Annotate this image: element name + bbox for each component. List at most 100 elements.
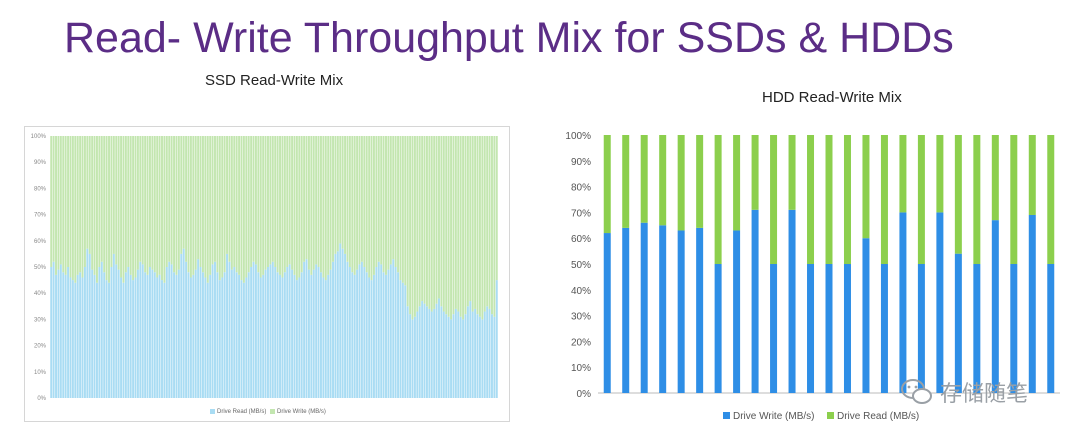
hdd-read-bar <box>991 135 999 221</box>
ssd-read-bar <box>476 314 479 398</box>
ssd-write-bar <box>52 136 55 262</box>
ssd-read-bar <box>288 264 291 398</box>
ssd-read-bar <box>274 267 277 398</box>
ssd-write-bar <box>247 136 250 273</box>
hdd-read-bar <box>714 135 722 264</box>
ssd-write-bar <box>491 136 493 315</box>
ssd-write-bar <box>156 136 159 278</box>
ssd-read-bar <box>392 259 395 398</box>
hdd-write-bar <box>622 227 630 393</box>
ssd-write-bar <box>211 136 214 265</box>
ssd-write-bar <box>216 136 219 273</box>
ssd-write-bar <box>250 136 253 267</box>
ssd-read-bar <box>96 282 98 398</box>
ssd-write-bar <box>257 136 260 273</box>
ssd-write-bar <box>259 136 262 278</box>
ssd-read-bar <box>401 282 404 398</box>
hdd-write-bar <box>751 209 759 393</box>
ssd-write-bar <box>413 136 416 317</box>
ssd-write-bar <box>187 136 190 273</box>
ssd-read-bar <box>298 277 301 398</box>
ssd-write-bar <box>450 136 452 320</box>
ssd-write-bar <box>488 136 491 309</box>
ssd-chart: 0% 10% 20% 30% 40% 50% 60% 70% 80% 90% 100% Drive R… <box>24 126 510 422</box>
ssd-read-bar <box>223 272 226 398</box>
ssd-read-bar <box>305 259 308 398</box>
ssd-write-bar <box>392 136 395 260</box>
ssd-read-bar <box>262 274 265 398</box>
ssd-write-bar <box>385 136 387 275</box>
ssd-read-bar <box>462 319 465 398</box>
ssd-read-bar <box>312 269 315 398</box>
hdd-read-bar <box>917 135 925 264</box>
ssd-read-bar <box>146 274 149 398</box>
ssd-write-bar <box>387 136 390 270</box>
ssd-read-bar <box>310 274 313 398</box>
ssd-read-bar <box>303 261 306 398</box>
ssd-write-bar <box>180 136 183 254</box>
ssd-read-bar <box>375 267 378 398</box>
ssd-write-bar <box>445 136 448 315</box>
ssd-read-bar <box>286 267 289 398</box>
ssd-write-bar <box>483 136 486 312</box>
hdd-write-bar <box>843 264 851 393</box>
ssd-write-bar <box>382 136 385 273</box>
hdd-read-bar <box>659 135 667 226</box>
ssd-read-bar <box>293 274 296 398</box>
hdd-write-bar <box>1010 264 1018 393</box>
hdd-write-bar <box>1028 214 1036 393</box>
watermark: 存储随笔 <box>900 376 1028 408</box>
ssd-write-bar <box>209 136 212 275</box>
ssd-write-bar <box>139 136 142 262</box>
hdd-read-bar <box>862 135 870 239</box>
ssd-legend-write-label: Drive Write (MB/s) <box>277 409 326 415</box>
ssd-write-bar <box>440 136 443 307</box>
ssd-write-bar <box>57 136 60 270</box>
ssd-read-bar <box>399 280 402 398</box>
ssd-write-bar <box>283 136 286 273</box>
hdd-write-bar <box>973 264 981 393</box>
ssd-read-bar <box>317 267 320 398</box>
ssd-read-bar <box>370 280 373 398</box>
ssd-write-bar <box>464 136 467 315</box>
ssd-legend-read-swatch <box>210 409 215 414</box>
ssd-write-bar <box>264 136 267 270</box>
ssd-write-bar <box>300 136 303 273</box>
ssd-write-bar <box>329 136 332 270</box>
ssd-read-bar <box>452 314 455 398</box>
ssd-read-bar <box>127 267 130 398</box>
ssd-read-bar <box>235 272 238 398</box>
ssd-read-bar <box>380 264 383 398</box>
hdd-write-bar <box>696 227 704 393</box>
ssd-write-bar <box>462 136 465 320</box>
ssd-write-bar <box>71 136 74 281</box>
ssd-write-bar <box>286 136 289 267</box>
ssd-write-bar <box>204 136 207 278</box>
ssd-write-bar <box>233 136 236 267</box>
ssd-write-bar <box>358 136 361 265</box>
ssd-read-bar <box>238 274 241 398</box>
hdd-y-tick-label: 100% <box>565 131 591 142</box>
page-title: Read- Write Throughput Mix for SSDs & HD… <box>64 14 954 62</box>
ssd-write-bar <box>315 136 318 265</box>
ssd-read-bar <box>132 280 135 398</box>
ssd-write-bar <box>454 136 457 309</box>
ssd-write-bar <box>105 136 108 281</box>
ssd-read-bar <box>79 272 82 398</box>
hdd-y-tick-label: 40% <box>571 286 591 297</box>
ssd-write-bar <box>481 136 484 320</box>
ssd-read-bar <box>194 269 197 398</box>
ssd-read-bar <box>67 267 70 398</box>
ssd-write-bar <box>274 136 277 267</box>
hdd-read-bar <box>1047 135 1055 264</box>
ssd-write-bar <box>406 136 409 307</box>
ssd-write-bar <box>353 136 356 275</box>
ssd-write-bar <box>120 136 123 278</box>
ssd-write-bar <box>86 136 89 249</box>
ssd-read-bar <box>474 308 477 398</box>
ssd-read-bar <box>110 267 113 398</box>
ssd-write-bar <box>346 136 349 262</box>
ssd-read-bar <box>356 269 359 398</box>
hdd-read-bar <box>788 135 796 210</box>
ssd-write-bar <box>409 136 412 315</box>
